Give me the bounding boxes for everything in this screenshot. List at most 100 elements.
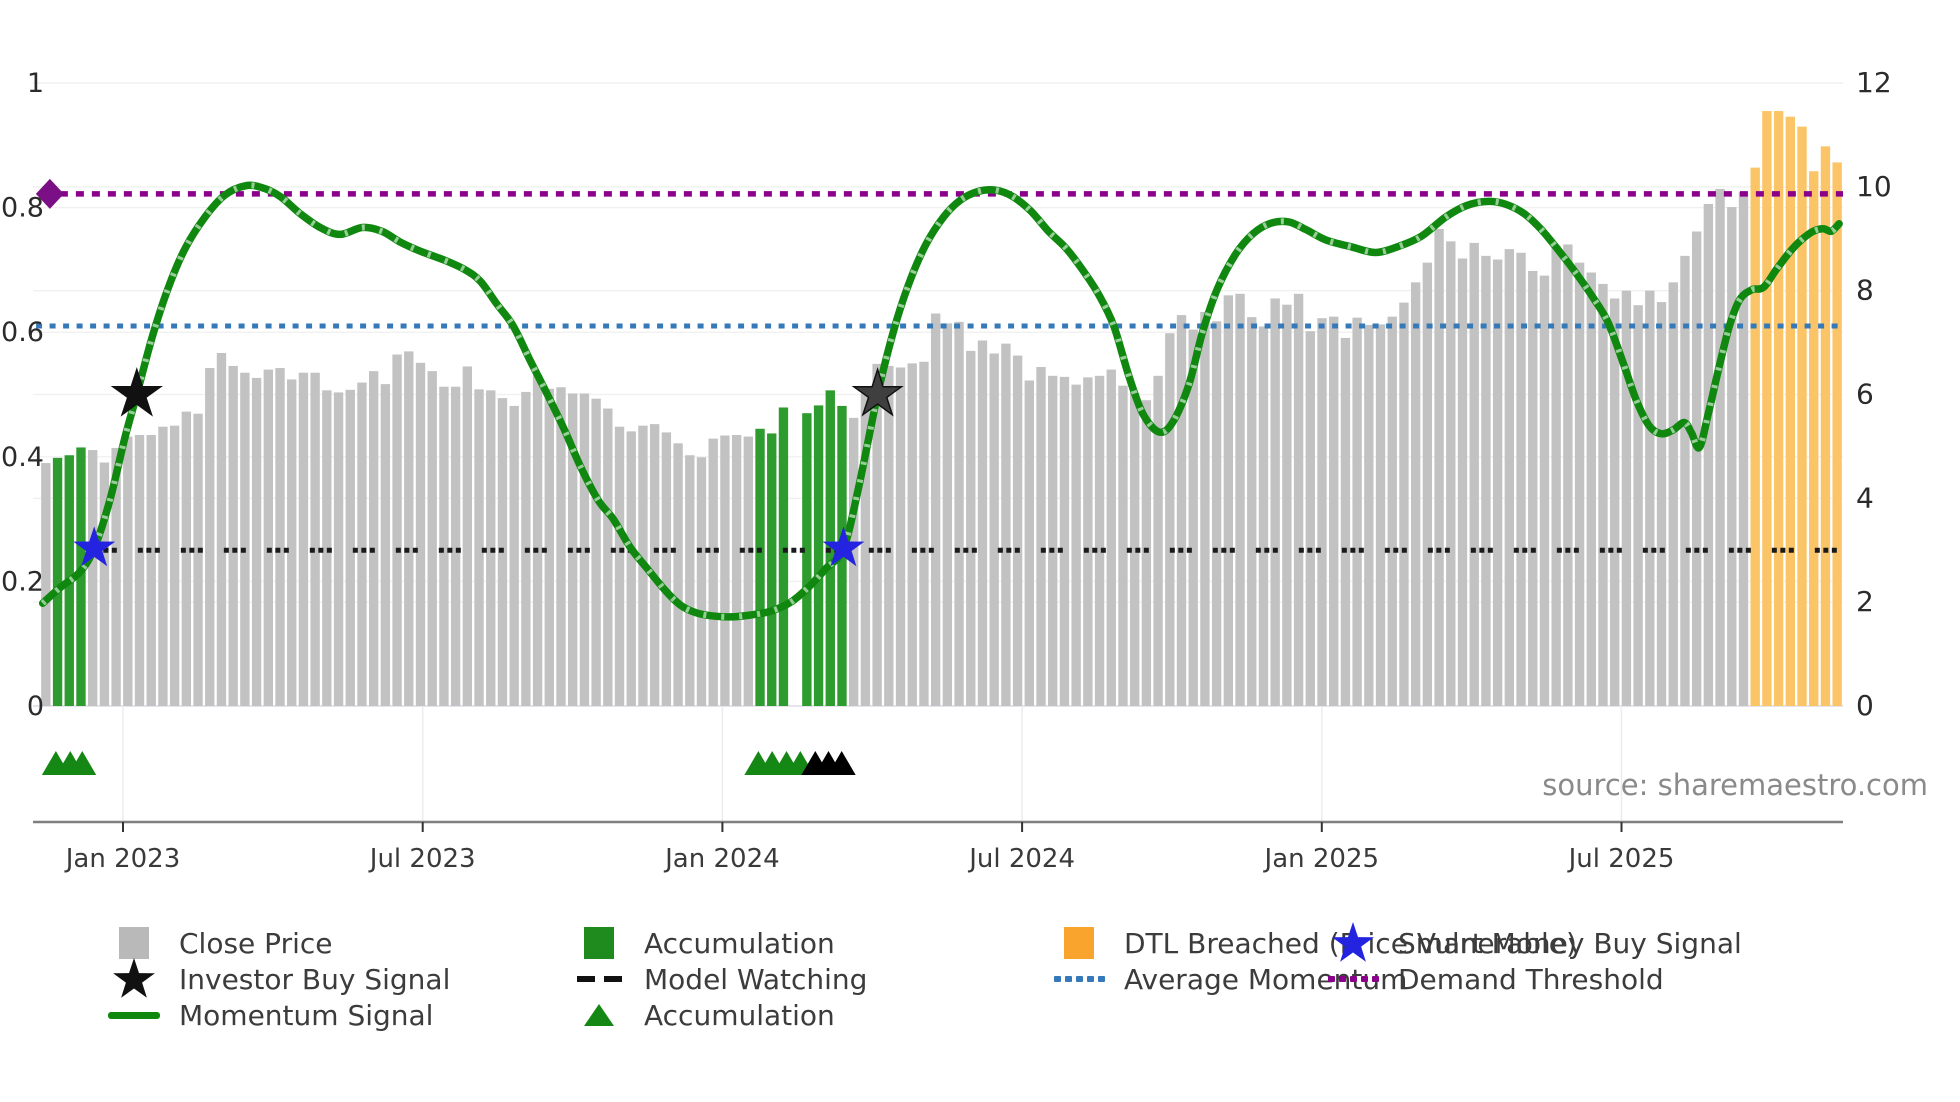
close-price-bar [1293,293,1304,706]
close-price-bar [1071,384,1081,706]
close-price-bar [1375,324,1386,706]
close-price-bar [977,340,988,706]
close-price-bar [1586,272,1596,706]
legend-item-smart-money-buy-signal: Smart Money Buy Signal [1322,922,1742,962]
close-price-bar [1059,376,1070,706]
close-price-bar [1083,377,1093,706]
accumulation-bar [52,457,63,706]
close-price-bar [205,368,215,706]
legend-label: Accumulation [644,998,835,1032]
dtl-breached-bar [1797,126,1807,707]
close-price-bar [1282,304,1292,706]
dtl-breached-bar [1750,167,1760,707]
close-price-bar [1211,321,1222,706]
right-y-tick-label: 12 [1856,66,1892,99]
close-price-bar [1317,318,1327,706]
close-price-bar [884,365,894,706]
close-price-bar [954,321,964,706]
close-price-bar [111,447,121,706]
close-price-bar [1106,369,1116,706]
close-price-bar [1610,298,1620,706]
black-star-icon [103,958,165,998]
blue-star-icon [1322,922,1384,962]
close-price-bar [556,387,566,706]
close-price-bar [626,431,636,706]
close-price-bar [1492,259,1503,706]
close-price-bar [310,372,320,706]
smart-money-buy-star-icon [73,526,116,567]
close-price-bar [731,434,742,706]
close-price-bar [1539,275,1550,706]
close-price-bar [158,426,168,706]
right-y-tick-label: 0 [1856,689,1874,722]
accumulation-bar [802,413,812,706]
close-price-bar [1563,244,1573,707]
close-price-bar [1176,315,1187,706]
close-price-bar [1645,290,1655,706]
left-y-tick-label: 0.2 [1,566,44,597]
accumulation-bar [813,405,824,706]
close-price-bar [439,386,449,706]
close-price-bar [509,405,519,706]
close-price-bar [1656,302,1667,706]
close-price-bar [532,374,543,706]
accumulation-bar [767,433,777,706]
close-price-bar [1340,337,1351,706]
close-price-bar [1738,192,1749,706]
legend-label: Momentum Signal [179,998,434,1032]
close-price-bar [228,365,238,706]
momentum-signal-line-hatch [40,182,1842,620]
close-price-bar [368,371,379,706]
x-axis-tick-label: Jul 2024 [967,844,1075,874]
close-price-bar [415,362,426,706]
close-price-bar [579,393,590,706]
legend-column-1: Close Price Investor Buy Signal Momentum… [103,925,450,1033]
legend-label: Investor Buy Signal [179,962,451,996]
close-price-bar [1551,246,1561,707]
close-price-bar [685,455,695,706]
left-y-tick-label: 0.4 [1,442,44,473]
close-price-bar [1153,375,1163,706]
accumulation-triangle-icon [68,751,97,775]
close-price-bar [1270,298,1280,706]
close-price-bar [1410,282,1421,706]
right-y-tick-label: 6 [1856,378,1874,411]
green-triangle-icon [568,997,630,1033]
right-y-tick-label: 4 [1856,481,1874,514]
close-price-bar [696,457,707,706]
legend-label: Smart Money Buy Signal [1398,926,1742,960]
close-price-bar [193,413,203,706]
momentum-chart: Jan 2023 Jul 2023 Jan 2024 Jul 2024 Jan 2025… [1,66,1892,874]
close-price-bar [134,434,145,706]
chart-legend: Close Price Investor Buy Signal Momentum… [0,922,1960,1055]
legend-label: Close Price [179,926,333,960]
legend-item-model-watching: Model Watching [568,961,867,997]
close-price-bar [872,363,882,706]
close-price-bar [895,367,906,706]
legend-label: Accumulation [644,926,835,960]
close-price-bar [591,398,601,706]
chart-canvas: Jan 2023 Jul 2023 Jan 2024 Jul 2024 Jan 2025… [1,66,1892,874]
close-price-bar [1422,262,1433,706]
close-price-bar [1223,295,1234,706]
accumulation-bar [76,447,86,706]
orange-square-icon [1048,925,1110,961]
close-price-bar [544,388,554,706]
close-price-bar [1434,228,1444,706]
close-price-bar [1200,311,1210,706]
legend-column-4: Smart Money Buy Signal Demand Threshold [1322,922,1742,997]
close-price-bar [380,384,391,706]
dtl-breached-bar [1773,111,1784,706]
legend-column-2: Accumulation Model Watching Accumulation [568,925,867,1033]
right-y-tick-label: 10 [1856,170,1892,203]
close-price-bar [251,377,262,706]
close-price-bar [275,368,285,706]
close-price-bar [1504,249,1515,706]
close-price-bar [1352,317,1362,706]
left-y-tick-label: 0.6 [1,317,44,348]
close-price-bar [263,369,273,706]
close-price-bar [1305,331,1315,706]
close-price-bar [1048,375,1058,706]
legend-label: Model Watching [644,962,868,996]
x-axis-tick-label: Jan 2024 [663,844,780,874]
